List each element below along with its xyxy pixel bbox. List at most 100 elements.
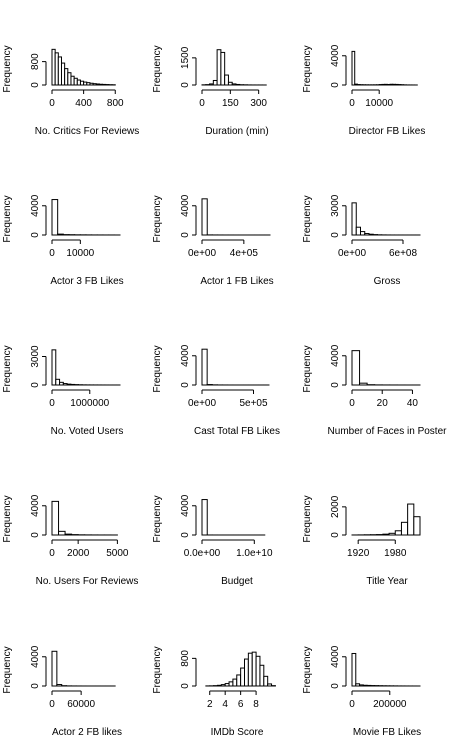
- panel-13-bar: [216, 684, 222, 687]
- panel-9-x-tick-label: 0: [49, 548, 55, 559]
- panel-7-y-label: Frequency: [152, 345, 163, 392]
- panel-0-y-tick-label: 800: [30, 53, 41, 70]
- panel-10-y-tick-label: 0: [180, 532, 191, 538]
- panel-13-x-tick-label: 4: [222, 699, 228, 710]
- panel-14-bar: [366, 684, 372, 687]
- panel-3-x-tick-label: 10000: [66, 248, 94, 259]
- panel-12-x-tick-label: 0: [49, 699, 55, 710]
- panel-10-x-label: Budget: [221, 576, 253, 587]
- panel-5-x-label: Gross: [374, 276, 401, 287]
- panel-3-x-label: Actor 3 FB Likes: [50, 276, 123, 287]
- panel-2-y-tick-label: 0: [330, 82, 341, 88]
- panel-10-x-tick-label: 0.0e+00: [184, 548, 221, 559]
- panel-0-y-label: Frequency: [2, 45, 13, 92]
- panel-11-bar: [407, 503, 415, 536]
- panel-13-bar: [224, 683, 230, 687]
- panel-14-bar: [359, 684, 364, 687]
- panel-11-x-tick-label: 1920: [347, 548, 370, 559]
- panel-14-x-label: Movie FB Likes: [353, 727, 421, 738]
- panel-11-bar: [413, 516, 421, 536]
- panel-7-x-label: Cast Total FB Likes: [194, 426, 280, 437]
- panel-12-y-tick-label: 0: [30, 683, 41, 689]
- panel-6-x-tick-label: 0: [49, 398, 55, 409]
- panel-14-bar: [351, 652, 357, 687]
- panel-14-y-tick-label: 4000: [330, 645, 341, 668]
- panel-6-bar: [62, 383, 68, 386]
- panel-7-y-tick-label: 0: [180, 382, 191, 388]
- panel-9-y-tick-label: 0: [30, 532, 41, 538]
- panel-8-bar: [351, 350, 361, 386]
- panel-0-x-tick-label: 800: [107, 98, 124, 109]
- panel-9-y-tick-label: 4000: [30, 494, 41, 517]
- panel-3-x-tick-label: 0: [49, 248, 55, 259]
- panel-13-bar: [220, 684, 226, 687]
- panel-10-x-tick-label: 1.0e+10: [236, 548, 273, 559]
- panel-3-y-label: Frequency: [2, 195, 13, 242]
- panel-13-y-label: Frequency: [152, 646, 163, 693]
- panel-13-bar: [232, 678, 238, 687]
- panel-6-x-label: No. Voted Users: [51, 426, 124, 437]
- panel-6-y-tick-label: 0: [30, 382, 41, 388]
- panel-13-y-tick-label: 800: [180, 650, 191, 667]
- panel-1-bar: [231, 83, 237, 86]
- panel-5-y-label: Frequency: [302, 195, 313, 242]
- panel-10-y-tick-label: 4000: [180, 494, 191, 517]
- panel-9-y-label: Frequency: [2, 495, 13, 542]
- panel-6-bar: [59, 381, 64, 386]
- panel-1-bar: [224, 74, 229, 86]
- panel-8-y-tick-label: 0: [330, 382, 341, 388]
- panel-14-bar: [362, 684, 368, 687]
- panel-8-y-label: Frequency: [302, 345, 313, 392]
- panel-1-x-tick-label: 150: [222, 98, 239, 109]
- panel-6-bar: [66, 383, 72, 386]
- panel-13-y-tick-label: 0: [180, 683, 191, 689]
- panel-1-x-label: Duration (min): [205, 126, 268, 137]
- panel-13-bar: [251, 651, 257, 687]
- panel-5-x-tick-label: 6e+08: [389, 248, 418, 259]
- panel-13-bar: [267, 683, 273, 687]
- panel-1-bar: [212, 79, 218, 86]
- panel-11-x-tick-label: 1980: [384, 548, 407, 559]
- panel-8-y-tick-label: 4000: [330, 344, 341, 367]
- panel-11-bar: [382, 533, 390, 536]
- panel-3-y-tick-label: 0: [30, 232, 41, 238]
- panel-13-bar: [240, 667, 245, 687]
- panel-11-y-tick-label: 0: [330, 532, 341, 538]
- panel-12-x-label: Actor 2 FB likes: [52, 727, 122, 738]
- panel-1-x-tick-label: 0: [199, 98, 205, 109]
- panel-0-x-label: No. Critics For Reviews: [35, 126, 139, 137]
- panel-14-x-tick-label: 0: [349, 699, 355, 710]
- panel-14-y-tick-label: 0: [330, 683, 341, 689]
- panel-1-bar: [216, 49, 222, 86]
- panel-5-y-tick-label: 0: [330, 232, 341, 238]
- panel-3-y-tick-label: 4000: [30, 194, 41, 217]
- panel-12-x-tick-label: 60000: [67, 699, 95, 710]
- panel-4-y-tick-label: 0: [180, 232, 191, 238]
- panel-13-bar: [228, 681, 234, 687]
- panel-6-y-label: Frequency: [2, 345, 13, 392]
- panel-1-bar: [235, 83, 241, 86]
- panel-1-y-label: Frequency: [152, 45, 163, 92]
- panel-9-bar: [64, 533, 73, 536]
- panel-13-x-tick-label: 6: [238, 699, 244, 710]
- panel-1-y-tick-label: 0: [180, 82, 191, 88]
- panel-7-x-tick-label: 0e+00: [188, 398, 217, 409]
- panel-1-bar: [227, 81, 233, 86]
- panel-4-y-label: Frequency: [152, 195, 163, 242]
- panel-4-x-tick-label: 4e+05: [230, 248, 259, 259]
- panel-11-y-tick-label: 2000: [330, 495, 341, 518]
- panel-9-bar: [58, 530, 66, 536]
- panel-13-bar: [247, 652, 253, 687]
- panel-12-bar: [56, 684, 63, 687]
- panel-0-x-tick-label: 0: [49, 98, 55, 109]
- panel-11-y-label: Frequency: [302, 495, 313, 542]
- panel-4-y-tick-label: 4000: [180, 194, 191, 217]
- panel-2-bar: [351, 50, 356, 86]
- panel-7-y-tick-label: 4000: [180, 344, 191, 367]
- panel-5-y-tick-label: 3000: [330, 194, 341, 217]
- panel-13-bar: [263, 675, 269, 687]
- panel-2-x-tick-label: 0: [349, 98, 355, 109]
- panel-2-x-tick-label: 10000: [365, 98, 393, 109]
- panel-3-bar: [57, 233, 64, 236]
